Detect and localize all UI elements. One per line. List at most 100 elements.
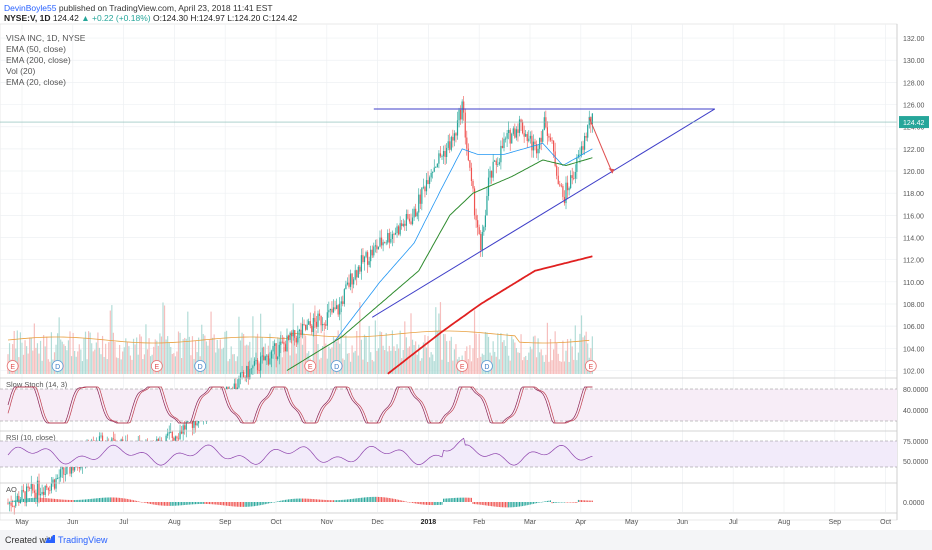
ao-bar bbox=[517, 502, 519, 507]
ao-bar bbox=[446, 498, 448, 502]
candle-body bbox=[264, 356, 266, 361]
legend-ema200[interactable]: EMA (200, close) bbox=[6, 55, 71, 65]
candle-body bbox=[26, 486, 28, 503]
ao-bar bbox=[463, 497, 465, 502]
candle-body bbox=[518, 119, 521, 133]
ao-bar bbox=[348, 499, 350, 502]
ao-bar bbox=[546, 500, 548, 502]
volume-bar bbox=[467, 359, 469, 374]
author-link[interactable]: DevinBoyle55 bbox=[4, 3, 57, 13]
volume-bar bbox=[174, 356, 176, 374]
tradingview-link[interactable]: TradingView bbox=[58, 535, 108, 545]
candle-body bbox=[246, 365, 248, 379]
ao-bar bbox=[508, 502, 510, 508]
candle-body bbox=[43, 491, 45, 495]
candle-body bbox=[371, 249, 373, 256]
candle-body bbox=[472, 181, 474, 189]
candle-body bbox=[580, 146, 583, 155]
ao-bar bbox=[63, 499, 65, 502]
ao-bar bbox=[221, 502, 223, 506]
event-marker-icon bbox=[150, 360, 163, 372]
candle-body bbox=[362, 255, 364, 263]
ao-bar bbox=[505, 502, 507, 508]
volume-bar bbox=[150, 356, 152, 374]
ao-bar bbox=[424, 502, 426, 505]
volume-bar bbox=[565, 350, 567, 374]
ao-bar bbox=[452, 498, 454, 502]
candle-body bbox=[194, 420, 197, 426]
ao-bar bbox=[77, 499, 79, 502]
ao-bar bbox=[140, 501, 142, 503]
candle-body bbox=[503, 138, 505, 148]
volume-bar bbox=[356, 331, 358, 374]
volume-bar bbox=[570, 338, 572, 374]
legend-ema50[interactable]: EMA (50, close) bbox=[6, 44, 66, 54]
volume-bar bbox=[418, 344, 420, 374]
ao-bar bbox=[46, 498, 48, 502]
candle-body bbox=[44, 485, 46, 495]
ao-bar bbox=[89, 498, 91, 502]
candle-body bbox=[390, 239, 392, 243]
ao-bar bbox=[584, 500, 586, 502]
volume-bar bbox=[500, 333, 502, 374]
volume-bar bbox=[553, 349, 555, 374]
volume-bar bbox=[497, 333, 499, 374]
candle-body bbox=[449, 141, 451, 150]
volume-bar bbox=[342, 358, 344, 374]
last-price: 124.42 bbox=[52, 13, 79, 23]
volume-bar bbox=[399, 330, 401, 374]
candle-body bbox=[305, 324, 307, 330]
ao-bar bbox=[461, 497, 463, 502]
ao-bar bbox=[563, 502, 565, 503]
ao-bar bbox=[545, 501, 547, 502]
ao-bar bbox=[193, 502, 195, 505]
legend-volume[interactable]: Vol (20) bbox=[6, 66, 36, 76]
candle-body bbox=[181, 430, 183, 434]
ao-bar bbox=[531, 502, 533, 505]
candle-body bbox=[336, 305, 338, 309]
volume-bar bbox=[109, 310, 111, 374]
candle-body bbox=[531, 135, 533, 151]
candle-body bbox=[374, 245, 376, 247]
ao-bar bbox=[464, 497, 466, 502]
volume-bar bbox=[289, 355, 291, 374]
ao-bar bbox=[311, 498, 313, 502]
volume-bar bbox=[184, 337, 186, 374]
ao-bar bbox=[419, 502, 421, 505]
ao-bar bbox=[439, 502, 441, 505]
ao-bar bbox=[342, 499, 344, 502]
ao-bar bbox=[181, 502, 183, 506]
volume-bar bbox=[243, 334, 245, 374]
candle-body bbox=[570, 175, 572, 189]
candle-body bbox=[480, 233, 482, 250]
volume-bar bbox=[334, 339, 336, 374]
ao-bar bbox=[114, 497, 116, 502]
candle-body bbox=[342, 301, 344, 304]
ao-bar bbox=[32, 497, 34, 502]
volume-bar bbox=[394, 350, 397, 374]
candle-body bbox=[15, 500, 17, 507]
price-chart[interactable]: E D E D E D E D E 102.00 104.00 106.00 108.00 110.00… bbox=[0, 0, 932, 530]
ao-bar bbox=[416, 502, 418, 504]
volume-bar bbox=[176, 351, 178, 374]
volume-bar bbox=[548, 361, 550, 374]
legend-ema20[interactable]: EMA (20, close) bbox=[6, 77, 66, 87]
symbol[interactable]: NYSE:V, 1D bbox=[4, 13, 51, 23]
ao-bar bbox=[40, 497, 42, 502]
candle-body bbox=[287, 335, 290, 340]
volume-bar bbox=[126, 342, 128, 374]
volume-bar bbox=[18, 357, 20, 374]
candle-body bbox=[436, 163, 438, 168]
ao-bar bbox=[436, 502, 438, 505]
candle-body bbox=[585, 136, 587, 138]
volume-bar bbox=[250, 357, 252, 374]
ao-bar bbox=[151, 502, 153, 505]
candle-body bbox=[461, 101, 463, 120]
ao-bar bbox=[412, 502, 414, 503]
legend-symbol[interactable]: VISA INC, 1D, NYSE bbox=[6, 33, 86, 43]
month-tick-label: Jun bbox=[67, 519, 78, 526]
candle-body bbox=[553, 140, 555, 152]
candle-body bbox=[582, 146, 584, 150]
month-tick-label: Jul bbox=[119, 519, 128, 526]
candle-body bbox=[393, 234, 395, 235]
